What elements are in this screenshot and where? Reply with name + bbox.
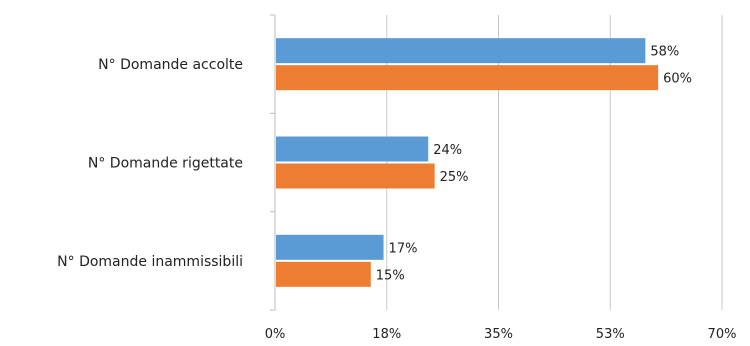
bar — [276, 38, 646, 64]
bar — [276, 234, 384, 260]
grid-lines — [386, 15, 723, 310]
x-tick-label: 18% — [372, 327, 401, 342]
bars — [276, 38, 659, 287]
category-label: N° Domande inammissibili — [57, 254, 243, 270]
data-label: 25% — [440, 170, 469, 185]
x-tick-label: 53% — [596, 327, 625, 342]
data-label: 15% — [376, 268, 405, 283]
bar — [276, 65, 659, 91]
x-tick-label: 70% — [708, 327, 737, 342]
category-labels: N° Domande accolte N° Domande rigettate N°… — [57, 57, 243, 270]
category-axis — [270, 14, 276, 311]
x-tick-labels: 0% 18% 35% 53% 70% — [265, 327, 737, 342]
data-label: 58% — [650, 45, 679, 60]
data-label: 24% — [433, 143, 462, 158]
data-label: 60% — [663, 72, 692, 87]
bar — [276, 136, 429, 162]
bar — [276, 261, 371, 287]
bar — [276, 163, 435, 189]
category-label: N° Domande rigettate — [88, 156, 243, 172]
x-tick-label: 0% — [265, 327, 286, 342]
category-label: N° Domande accolte — [98, 57, 243, 73]
data-label: 17% — [389, 241, 418, 256]
data-labels: 58% 60% 24% 25% 17% 15% — [376, 45, 692, 284]
x-tick-label: 35% — [484, 327, 513, 342]
